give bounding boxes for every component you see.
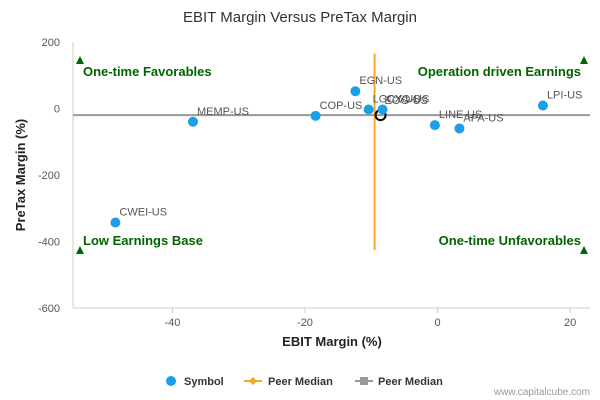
quadrant-marker [580, 246, 588, 254]
y-tick-label: -200 [38, 170, 60, 182]
data-point-label: LGCY-US [373, 93, 421, 105]
legend-symbol-label: Symbol [184, 376, 224, 388]
quadrant-label-bottom-right: One-time Unfavorables [439, 233, 581, 248]
y-tick-label: 0 [54, 104, 60, 116]
data-point-label: CWEI-US [119, 207, 167, 219]
x-axis-title: EBIT Margin (%) [282, 334, 382, 349]
data-point [377, 104, 388, 115]
data-point-label: EGN-US [359, 75, 402, 87]
y-axis-title: PreTax Margin (%) [13, 119, 28, 231]
y-axis-ticks: 200 0 -200 -400 -600 [38, 37, 60, 315]
data-point-label: LINE-US [439, 109, 482, 121]
credit-text: www.capitalcube.com [493, 387, 590, 398]
data-point [310, 110, 321, 121]
legend-peer-median-y-label: Peer Median [378, 376, 443, 388]
data-point [110, 217, 121, 228]
data-point-label: MEMP-US [197, 106, 249, 118]
data-point [187, 116, 198, 127]
data-points: EOG-US CWEI-US MEMP-US COP-US EGN-US LGCY-USC… [110, 75, 582, 228]
quadrant-marker [76, 246, 84, 254]
y-tick-label: -600 [38, 303, 60, 315]
y-tick-label: -400 [38, 237, 60, 249]
legend-peer-median-x-label: Peer Median [268, 376, 333, 388]
x-tick-label: 20 [564, 317, 576, 329]
data-point [363, 104, 374, 115]
chart-title: EBIT Margin Versus PreTax Margin [183, 9, 417, 26]
peer-median-marker-label: EOG-US [385, 95, 428, 107]
x-axis-ticks: -40 -20 0 20 [164, 308, 576, 329]
quadrant-label-bottom-left: Low Earnings Base [83, 233, 203, 248]
data-point [537, 100, 548, 111]
legend-peer-median-y-marker [360, 377, 368, 385]
peer-median-lines [73, 53, 590, 250]
quadrant-labels: One-time Favorables Operation driven Earn… [76, 56, 588, 254]
legend-peer-median-x-marker [249, 377, 257, 385]
data-point [454, 123, 465, 134]
quadrant-marker [580, 56, 588, 64]
quadrant-label-top-left: One-time Favorables [83, 64, 212, 79]
data-point-label: COP-US [320, 100, 363, 112]
data-point [350, 86, 361, 97]
x-tick-label: -20 [297, 317, 313, 329]
quadrant-marker [76, 56, 84, 64]
data-point-label: LPI-US [547, 90, 582, 102]
legend: Symbol Peer Median Peer Median [166, 376, 443, 388]
x-tick-label: 0 [434, 317, 440, 329]
plot-area [72, 42, 590, 309]
data-point-label: APA-US [463, 112, 503, 124]
data-point-label: CXO-US [387, 93, 430, 105]
y-tick-label: 200 [42, 37, 60, 49]
legend-symbol-marker [166, 376, 176, 386]
x-tick-label: -40 [164, 317, 180, 329]
quadrant-label-top-right: Operation driven Earnings [418, 64, 581, 79]
data-point [429, 120, 440, 131]
